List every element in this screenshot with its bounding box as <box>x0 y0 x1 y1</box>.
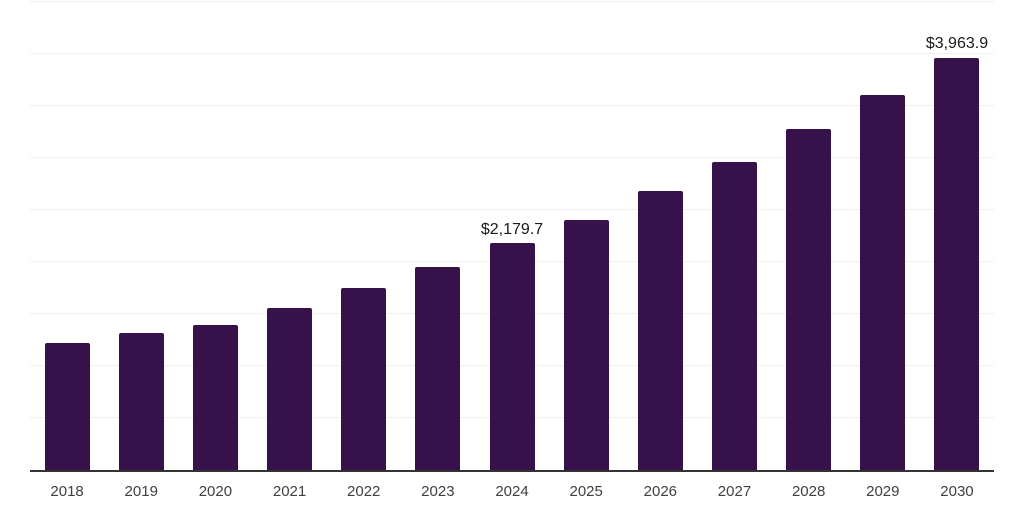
x-tick-2018: 2018 <box>50 483 84 500</box>
bar-cell-2020 <box>178 2 252 470</box>
bar-2024 <box>489 243 535 470</box>
bar-cell-2027 <box>697 2 771 470</box>
bar-cell-2021 <box>252 2 326 470</box>
bar-cell-2018 <box>30 2 104 470</box>
bar-2018 <box>44 343 90 470</box>
bar-cell-2023 <box>401 2 475 470</box>
x-tick-2030: 2030 <box>940 483 974 500</box>
x-tick-2024: 2024 <box>495 483 529 500</box>
x-tick-2019: 2019 <box>124 483 158 500</box>
bar-cell-2026 <box>623 2 697 470</box>
bar-2021 <box>267 307 313 470</box>
x-tick-2023: 2023 <box>421 483 455 500</box>
x-tick-2029: 2029 <box>866 483 900 500</box>
gridline-3500 <box>30 105 994 106</box>
gridline-3000 <box>30 157 994 159</box>
bar-2023 <box>415 266 461 470</box>
x-tick-2021: 2021 <box>272 483 307 500</box>
bar-2027 <box>711 162 757 470</box>
x-tick-2027: 2027 <box>717 483 752 500</box>
gridline-4000 <box>30 53 994 54</box>
bar-cell-2022 <box>327 2 401 470</box>
bar-value-label-2024: $2,179.7 <box>480 220 544 238</box>
x-tick-2026: 2026 <box>643 483 678 500</box>
x-tick-2028: 2028 <box>791 483 826 500</box>
bar-2025 <box>563 219 609 470</box>
bar-2020 <box>192 325 238 470</box>
bar-cell-2024: $2,179.7 <box>475 2 549 470</box>
bar-2019 <box>118 333 164 470</box>
gridline-2500 <box>30 209 994 210</box>
bar-2028 <box>786 128 832 470</box>
bar-value-label-2030: $3,963.9 <box>925 35 989 53</box>
bar-2029 <box>860 94 906 470</box>
bar-cell-2019 <box>104 2 178 470</box>
gridline-4500 <box>30 1 994 2</box>
bar-2026 <box>637 190 683 470</box>
x-axis-labels: 2018 2019 2020 2021 2022 2023 2024 2025 2026 2027… <box>30 482 994 502</box>
bar-cell-2028 <box>772 2 846 470</box>
x-tick-2025: 2025 <box>569 483 603 500</box>
bar-cell-2029 <box>846 2 920 470</box>
bar-cell-2030: $3,963.9 <box>920 2 994 470</box>
bar-2030 <box>934 57 980 470</box>
x-tick-2020: 2020 <box>198 483 233 500</box>
x-tick-2022: 2022 <box>347 483 381 500</box>
plot-area: $2,179.7 $3,963.9 <box>30 1 994 472</box>
bar-2022 <box>341 288 387 470</box>
bars: $2,179.7 $3,963.9 <box>30 2 994 470</box>
bar-cell-2025 <box>549 2 623 470</box>
